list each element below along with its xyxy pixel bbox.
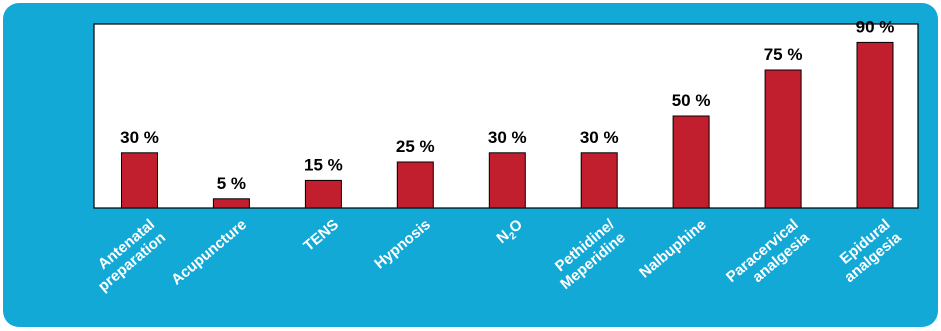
category-text: TENS xyxy=(300,216,342,255)
value-label-5: 30 % xyxy=(488,128,527,147)
category-text: N2O xyxy=(493,216,528,250)
category-label-3: TENS xyxy=(300,216,342,255)
bar-3 xyxy=(304,179,342,209)
category-label-5: N2O xyxy=(493,216,528,250)
category-label-2: Acupuncture xyxy=(168,216,250,288)
category-label-6: Pethidine/Meperidine xyxy=(552,216,629,293)
bar-8 xyxy=(764,69,802,209)
value-label-9: 90 % xyxy=(856,17,895,36)
chart-panel: 30 % Antenatal preparation 5 % Acupuncture 15… xyxy=(3,3,938,327)
value-label-8: 75 % xyxy=(764,45,803,64)
bar-2 xyxy=(212,198,250,209)
bar-4 xyxy=(396,161,434,209)
value-label-2: 5 % xyxy=(217,174,246,193)
value-label-3: 15 % xyxy=(304,155,343,174)
category-text: Nalbuphine xyxy=(636,216,709,282)
bar-5 xyxy=(488,152,526,209)
bar-9 xyxy=(856,41,894,209)
value-label-4: 25 % xyxy=(396,137,435,156)
value-label-1: 30 % xyxy=(120,128,159,147)
category-label-7: Nalbuphine xyxy=(636,216,709,282)
bar-6 xyxy=(580,152,618,209)
bar-7 xyxy=(672,115,710,209)
value-label-6: 30 % xyxy=(580,128,619,147)
category-text: Acupuncture xyxy=(168,216,250,288)
category-text: Hypnosis xyxy=(371,216,434,272)
bar-1 xyxy=(121,152,158,209)
category-label-4: Hypnosis xyxy=(371,216,434,272)
value-label-7: 50 % xyxy=(672,91,711,110)
